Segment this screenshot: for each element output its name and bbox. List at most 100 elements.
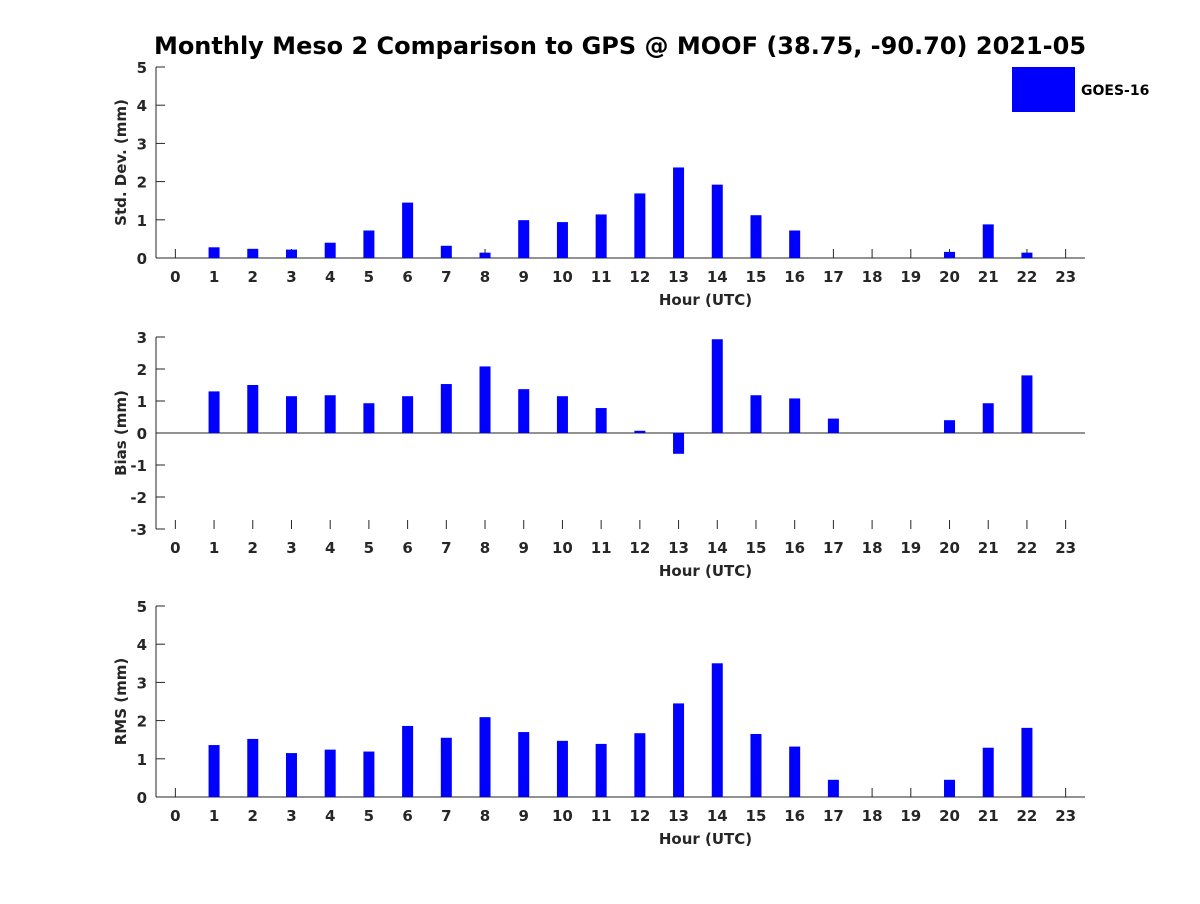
y-tick-label: 0	[137, 425, 147, 443]
x-tick-label: 5	[364, 807, 374, 825]
bar-hour-1	[208, 745, 220, 797]
y-tick-label: 4	[137, 636, 147, 654]
x-tick-label: 6	[402, 539, 412, 557]
y-tick-label: 1	[137, 751, 147, 769]
bar-hour-7	[440, 737, 452, 797]
bar-hour-14	[711, 663, 723, 797]
x-tick-label: 5	[364, 539, 374, 557]
bar-hour-21	[982, 224, 994, 258]
y-tick-label: 4	[137, 97, 147, 115]
legend-swatch	[1012, 67, 1075, 112]
bar-hour-7	[440, 384, 452, 433]
y-axis-label: Bias (mm)	[112, 390, 130, 476]
bar-hour-14	[711, 339, 723, 433]
x-tick-label: 2	[248, 539, 258, 557]
x-tick-label: 23	[1055, 268, 1076, 286]
y-tick-label: 5	[137, 59, 147, 77]
x-tick-label: 6	[402, 807, 412, 825]
x-tick-label: 3	[286, 268, 296, 286]
x-tick-label: 13	[668, 807, 689, 825]
bar-hour-4	[324, 749, 336, 797]
bar-hour-2	[247, 385, 259, 433]
x-tick-label: 11	[591, 539, 612, 557]
x-tick-label: 8	[480, 539, 490, 557]
x-tick-label: 19	[900, 539, 921, 557]
legend: GOES-16	[1012, 67, 1149, 112]
x-tick-label: 20	[939, 539, 960, 557]
bar-hour-5	[363, 403, 375, 433]
x-tick-label: 17	[823, 268, 844, 286]
x-tick-label: 9	[519, 539, 529, 557]
x-tick-label: 19	[900, 268, 921, 286]
bar-hour-20	[944, 420, 956, 433]
x-tick-label: 22	[1017, 268, 1038, 286]
y-tick-label: 2	[137, 713, 147, 731]
bar-hour-13	[673, 167, 685, 258]
x-tick-label: 23	[1055, 807, 1076, 825]
x-tick-label: 4	[325, 268, 335, 286]
x-tick-label: 16	[784, 268, 805, 286]
y-tick-label: 1	[137, 212, 147, 230]
bar-hour-2	[247, 738, 259, 797]
y-tick-label: 3	[137, 329, 147, 347]
x-tick-label: 0	[170, 807, 180, 825]
x-tick-label: 12	[629, 268, 650, 286]
bar-hour-21	[982, 403, 994, 433]
bar-hour-15	[750, 395, 762, 433]
y-tick-label: -1	[130, 457, 147, 475]
x-tick-label: 10	[552, 268, 573, 286]
x-tick-label: 2	[248, 807, 258, 825]
bar-hour-12	[634, 733, 646, 797]
x-axis-label: Hour (UTC)	[659, 830, 752, 848]
bar-hour-1	[208, 391, 220, 433]
x-tick-label: 14	[707, 539, 728, 557]
x-tick-label: 4	[325, 539, 335, 557]
x-tick-label: 7	[441, 268, 451, 286]
x-axis-label: Hour (UTC)	[659, 562, 752, 580]
bar-hour-14	[711, 184, 723, 258]
x-tick-label: 5	[364, 268, 374, 286]
x-tick-label: 8	[480, 807, 490, 825]
y-tick-label: 0	[137, 789, 147, 807]
x-tick-label: 15	[746, 539, 767, 557]
x-tick-label: 0	[170, 268, 180, 286]
x-tick-label: 18	[862, 807, 883, 825]
bar-hour-3	[285, 249, 297, 258]
chart-title: Monthly Meso 2 Comparison to GPS @ MOOF …	[154, 32, 1086, 60]
bar-hour-3	[285, 396, 297, 433]
legend-label: GOES-16	[1081, 83, 1149, 99]
bar-hour-8	[479, 366, 491, 433]
bar-hour-7	[440, 245, 452, 258]
x-tick-label: 23	[1055, 539, 1076, 557]
x-tick-label: 15	[746, 807, 767, 825]
x-tick-label: 11	[591, 807, 612, 825]
y-axis-label: Std. Dev. (mm)	[112, 99, 130, 226]
x-tick-label: 10	[552, 807, 573, 825]
x-tick-label: 9	[519, 807, 529, 825]
x-tick-label: 13	[668, 539, 689, 557]
x-tick-label: 1	[209, 807, 219, 825]
bar-hour-2	[247, 248, 259, 258]
bar-hour-16	[789, 398, 801, 433]
x-tick-label: 12	[629, 807, 650, 825]
x-tick-label: 14	[707, 807, 728, 825]
bar-hour-5	[363, 230, 375, 258]
bar-hour-10	[556, 396, 568, 433]
bar-hour-9	[518, 389, 530, 433]
bar-hour-9	[518, 732, 530, 797]
x-tick-label: 21	[978, 807, 999, 825]
bar-hour-6	[402, 725, 414, 797]
x-tick-label: 17	[823, 807, 844, 825]
x-tick-label: 22	[1017, 807, 1038, 825]
y-tick-label: 2	[137, 174, 147, 192]
bar-hour-1	[208, 247, 220, 258]
y-axis-label: RMS (mm)	[112, 658, 130, 745]
bar-hour-20	[944, 779, 956, 797]
x-tick-label: 22	[1017, 539, 1038, 557]
bar-hour-4	[324, 242, 336, 258]
bar-hour-22	[1021, 375, 1033, 433]
bar-hour-20	[944, 251, 956, 258]
